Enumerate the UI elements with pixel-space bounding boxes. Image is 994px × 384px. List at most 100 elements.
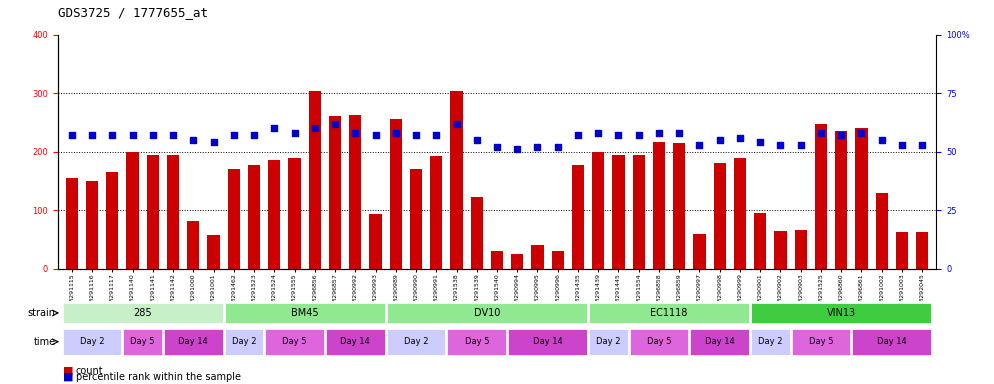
Bar [265,329,324,355]
Text: strain: strain [28,308,56,318]
Bar [508,329,587,355]
Point [590,130,606,136]
Point [813,130,829,136]
Bar [856,128,868,269]
Bar [225,303,385,323]
Bar [589,329,627,355]
Bar [794,230,807,269]
Text: ■: ■ [63,366,74,376]
Bar [896,232,908,269]
Bar [66,178,78,269]
Point [772,142,788,148]
Point [712,137,728,143]
Bar [248,165,260,269]
Bar [387,303,587,323]
Bar [589,303,749,323]
Point [914,142,930,148]
Bar [106,172,118,269]
Text: Day 14: Day 14 [340,337,370,346]
Point [226,132,242,138]
Point [347,130,363,136]
Bar [309,91,321,269]
Text: Day 2: Day 2 [232,337,256,346]
Point [104,132,120,138]
Bar [791,329,850,355]
Text: ■: ■ [63,372,74,382]
Bar [629,329,688,355]
Point [286,130,302,136]
Text: time: time [34,337,56,347]
Point [651,130,667,136]
Point [752,139,768,146]
Bar [835,131,847,269]
Text: Day 2: Day 2 [404,337,428,346]
Point [732,134,747,141]
Bar [147,155,159,269]
Bar [653,142,665,269]
Point [833,132,849,138]
Point [854,130,870,136]
Bar [63,303,223,323]
Point [570,132,585,138]
Point [206,139,222,146]
Bar [734,157,746,269]
Text: Day 2: Day 2 [80,337,104,346]
Text: 285: 285 [133,308,152,318]
Bar [450,91,462,269]
Text: Day 14: Day 14 [705,337,735,346]
Point [247,132,262,138]
Point [894,142,910,148]
Point [631,132,647,138]
Text: percentile rank within the sample: percentile rank within the sample [76,372,241,382]
Bar [572,165,584,269]
Bar [225,329,263,355]
Bar [167,155,179,269]
Bar [410,169,422,269]
Bar [86,181,98,269]
Point [368,132,384,138]
Bar [751,303,931,323]
Text: BM45: BM45 [291,308,318,318]
Text: Day 14: Day 14 [179,337,208,346]
Point [874,137,890,143]
Bar [714,164,726,269]
Bar [815,124,827,269]
Bar [268,161,280,269]
Bar [390,119,402,269]
Bar [430,156,442,269]
Bar [329,116,341,269]
Point [671,130,687,136]
Point [409,132,424,138]
Bar [387,329,445,355]
Bar [852,329,931,355]
Bar [532,245,544,269]
Text: Day 5: Day 5 [282,337,307,346]
Point [610,132,626,138]
Point [84,132,100,138]
Point [793,142,809,148]
Bar [694,233,706,269]
Point [145,132,161,138]
Text: Day 5: Day 5 [647,337,671,346]
Point [489,144,505,150]
Bar [208,235,220,269]
Bar [552,251,564,269]
Point [307,125,323,131]
Bar [288,157,300,269]
Bar [751,329,789,355]
Text: Day 14: Day 14 [877,337,907,346]
Text: Day 2: Day 2 [758,337,782,346]
Bar [592,152,604,269]
Text: EC1118: EC1118 [650,308,688,318]
Point [469,137,485,143]
Bar [370,214,382,269]
Point [530,144,546,150]
Bar [228,169,240,269]
Point [428,132,444,138]
Bar [126,152,138,269]
Text: count: count [76,366,103,376]
Bar [754,213,766,269]
Bar [691,329,749,355]
Point [448,121,464,127]
Bar [774,231,786,269]
